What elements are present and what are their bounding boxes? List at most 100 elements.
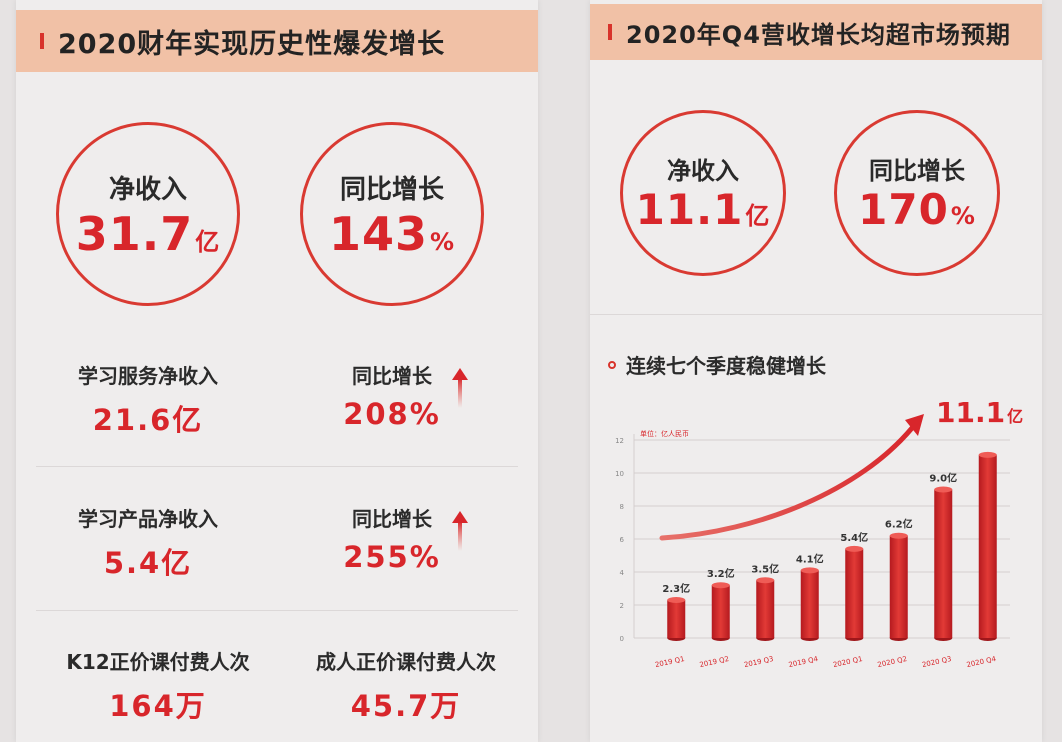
metric-label: 同比增长 <box>352 364 432 388</box>
bar-top <box>934 486 953 493</box>
section-divider <box>590 314 1042 315</box>
q4-yoy-growth-label: 同比增长 <box>869 157 965 185</box>
bar <box>934 486 953 641</box>
bar-body <box>889 535 908 638</box>
yoy-growth-label: 同比增长 <box>339 175 444 205</box>
up-arrow-icon <box>452 511 468 551</box>
x-tick-label: 2020 Q2 <box>877 655 908 669</box>
up-arrow-icon <box>452 368 468 408</box>
x-tick-label: 2020 Q3 <box>921 655 952 669</box>
y-tick-label: 10 <box>615 470 624 478</box>
metric-value: 208% <box>343 397 441 431</box>
bar-body <box>978 454 997 638</box>
learning-service-growth-metric: 同比增长 208% <box>292 360 492 431</box>
row-divider <box>36 466 518 467</box>
metric-label: 成人正价课付费人次 <box>316 650 496 674</box>
x-tick-label: 2019 Q2 <box>699 655 730 669</box>
right-panel: 2020年Q4营收增长均超市场预期 净收入 11.1亿 同比增长 170% 连续… <box>590 0 1042 742</box>
bar-body <box>845 548 864 638</box>
adult-enrollment-metric: 成人正价课付费人次 45.7万 <box>286 646 526 725</box>
k12-enrollment-metric: K12正价课付费人次 164万 <box>38 646 278 725</box>
y-tick-label: 2 <box>620 602 624 610</box>
bar-top <box>756 577 775 584</box>
bar-top <box>667 597 686 604</box>
y-tick-label: 12 <box>615 437 624 445</box>
y-tick-label: 0 <box>620 635 624 643</box>
yoy-growth-circle: 同比增长 143% <box>300 122 484 306</box>
growth-arrow-icon <box>659 425 915 541</box>
bar-body <box>934 489 953 638</box>
bar <box>756 577 775 641</box>
chart-subheading: 连续七个季度稳健增长 <box>608 350 826 379</box>
x-tick-label: 2019 Q4 <box>788 655 820 669</box>
row-divider <box>36 610 518 611</box>
chart-unit-note: 单位：亿人民币 <box>640 429 689 438</box>
header-accent-bar <box>608 24 612 40</box>
q4-yoy-growth-value: 170% <box>858 185 976 234</box>
bar <box>711 582 730 641</box>
bar-data-label: 3.5亿 <box>751 562 779 575</box>
x-tick-label: 2019 Q3 <box>743 655 774 669</box>
metric-value: 255% <box>343 540 441 574</box>
bar <box>800 567 819 641</box>
net-revenue-circle: 净收入 31.7亿 <box>56 122 240 306</box>
q4-net-revenue-label: 净收入 <box>667 157 739 185</box>
bar-data-label: 3.2亿 <box>707 567 735 580</box>
bar <box>889 532 908 641</box>
chart-x-labels: 2019 Q1 2019 Q2 2019 Q3 2019 Q4 2020 Q1 2020 … <box>654 655 997 669</box>
q4-net-revenue-value: 11.1亿 <box>635 185 771 234</box>
header-accent-bar <box>40 33 44 49</box>
metric-label: 学习产品净收入 <box>78 507 218 531</box>
bar <box>667 597 686 641</box>
bar-top <box>978 451 997 458</box>
metric-value: 45.7万 <box>350 689 462 723</box>
learning-service-metric: 学习服务净收入 21.6亿 <box>38 360 258 439</box>
metric-value: 21.6亿 <box>92 403 204 437</box>
bar-body <box>667 600 686 638</box>
left-header: 2020财年实现历史性爆发增长 <box>16 10 538 72</box>
x-tick-label: 2019 Q1 <box>654 655 685 669</box>
yoy-growth-value: 143% <box>328 207 456 261</box>
metric-value: 164万 <box>109 689 207 723</box>
right-header: 2020年Q4营收增长均超市场预期 <box>590 4 1042 60</box>
chart-y-axis: 0 2 4 6 8 10 12 <box>615 437 624 643</box>
y-tick-label: 6 <box>620 536 625 544</box>
bar-data-label: 9.0亿 <box>929 472 957 485</box>
bar-body <box>756 580 775 638</box>
bar-data-label: 4.1亿 <box>796 552 824 565</box>
x-tick-label: 2020 Q1 <box>832 655 863 669</box>
x-tick-label: 2020 Q4 <box>966 655 998 669</box>
net-revenue-label: 净收入 <box>108 175 187 205</box>
metric-label: K12正价课付费人次 <box>66 650 250 674</box>
q4-net-revenue-circle: 净收入 11.1亿 <box>620 110 786 276</box>
bar-data-label: 5.4亿 <box>840 531 868 544</box>
bar-top <box>711 582 730 589</box>
bar-data-label: 2.3亿 <box>662 582 690 595</box>
bar <box>978 451 997 641</box>
highlight-value: 11.1 亿 <box>936 396 1023 429</box>
bar-data-label: 6.2亿 <box>885 518 913 531</box>
net-revenue-value: 31.7亿 <box>75 207 221 261</box>
bar-body <box>800 570 819 638</box>
q4-yoy-growth-circle: 同比增长 170% <box>834 110 1000 276</box>
bar-top <box>845 545 864 552</box>
chart-subtitle: 连续七个季度稳健增长 <box>626 354 826 378</box>
learning-product-growth-metric: 同比增长 255% <box>292 503 492 574</box>
y-tick-label: 8 <box>620 503 624 511</box>
learning-product-metric: 学习产品净收入 5.4亿 <box>38 503 258 582</box>
left-title: 2020财年实现历史性爆发增长 <box>58 28 446 60</box>
bar <box>845 545 864 641</box>
bar-top <box>800 567 819 574</box>
bar-top <box>889 532 908 539</box>
metric-value: 5.4亿 <box>103 546 193 580</box>
bar-body <box>711 585 730 638</box>
metric-label: 同比增长 <box>352 507 432 531</box>
right-title: 2020年Q4营收增长均超市场预期 <box>626 20 1011 49</box>
quarterly-revenue-chart: 单位：亿人民币 0 2 4 6 8 10 12 2.3亿 3.2亿 3.5亿 4.1亿 5.4亿 6.… <box>615 396 1023 669</box>
chart-bars: 2.3亿 3.2亿 3.5亿 4.1亿 5.4亿 6.2亿 9.0亿 <box>662 451 997 641</box>
y-tick-label: 4 <box>620 569 625 577</box>
metric-label: 学习服务净收入 <box>78 364 218 388</box>
bullet-icon <box>608 360 616 369</box>
left-panel: 2020财年实现历史性爆发增长 净收入 31.7亿 同比增长 143% 学习服务… <box>16 0 538 742</box>
growth-arrowhead-icon <box>905 414 924 436</box>
